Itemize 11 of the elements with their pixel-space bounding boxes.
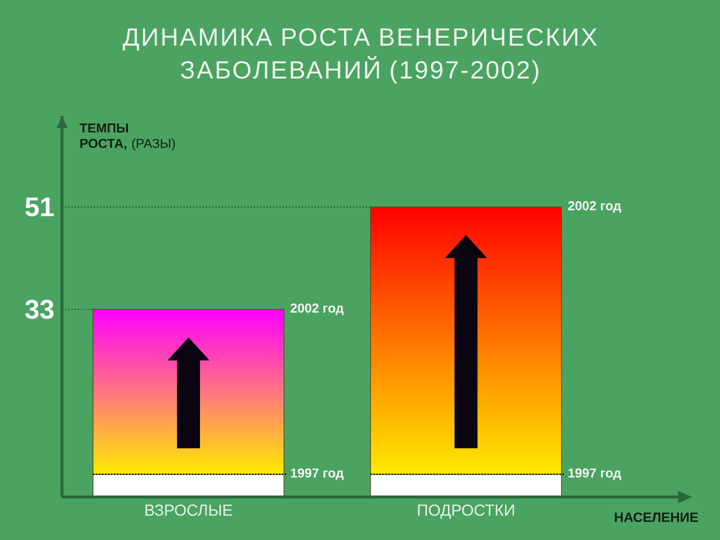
chart-title: ДИНАМИКА РОСТА ВЕНЕРИЧЕСКИХ ЗАБОЛЕВАНИЙ (1997-2002) bbox=[122, 28, 597, 84]
y-axis-title: ТЕМПЫ РОСТА, (РАЗЫ) bbox=[80, 124, 175, 151]
x-tick-label: ПОДРОСТКИ bbox=[418, 504, 514, 519]
text: 2002 год bbox=[568, 201, 622, 213]
series-label: 2002 год bbox=[290, 304, 344, 316]
y-tick-label: 51 bbox=[25, 198, 54, 216]
y-tick-label: 33 bbox=[25, 300, 54, 319]
x-tick-label: ВЗРОСЛЫЕ bbox=[146, 504, 232, 516]
x-axis-title: НАСЕЛЕНИЕ bbox=[614, 512, 698, 522]
series-label: 1997 год bbox=[291, 468, 344, 480]
text: 1997 год bbox=[568, 468, 622, 480]
